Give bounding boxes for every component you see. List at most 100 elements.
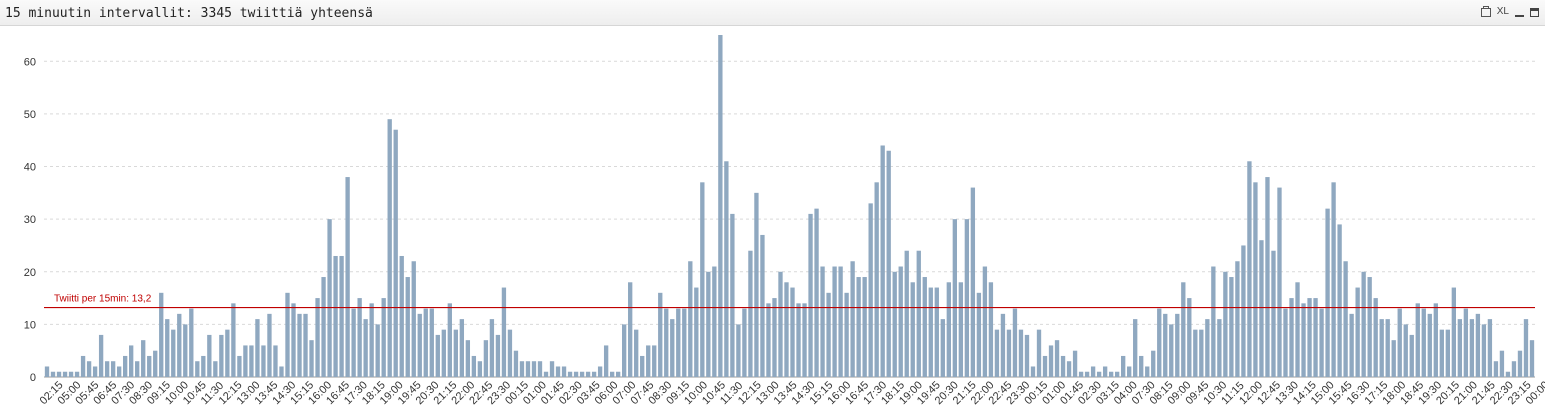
bar[interactable] [1319,308,1324,377]
bar[interactable] [1036,329,1042,377]
bar[interactable] [411,261,416,377]
bar[interactable] [255,319,260,377]
bar[interactable] [748,250,753,377]
bar[interactable] [153,350,158,377]
bar[interactable] [429,308,434,377]
bar[interactable] [928,287,933,377]
bar[interactable] [1463,308,1469,377]
bar[interactable] [1060,355,1066,377]
bar[interactable] [459,319,465,377]
bar[interactable] [682,308,687,377]
bar[interactable] [640,355,645,377]
bar[interactable] [471,355,477,377]
bar[interactable] [958,282,964,377]
bar[interactable] [525,361,531,377]
bar[interactable] [1241,245,1246,377]
bar[interactable] [832,266,837,377]
bar[interactable] [856,277,861,377]
bar[interactable] [1295,282,1300,377]
bar[interactable] [123,355,128,377]
minimize-icon[interactable] [1515,8,1524,17]
bar[interactable] [62,371,68,377]
bar[interactable] [796,303,801,377]
bar[interactable] [1078,371,1084,377]
bar[interactable] [1307,298,1312,377]
bar[interactable] [814,208,819,377]
bar[interactable] [1175,313,1180,377]
bar[interactable] [1427,313,1432,377]
bar[interactable] [1361,271,1366,377]
bar[interactable] [1223,271,1228,377]
bar[interactable] [820,266,825,377]
bar[interactable] [531,361,537,377]
bar[interactable] [351,308,356,377]
bar[interactable] [676,308,681,377]
bar[interactable] [1271,250,1276,377]
bar[interactable] [712,266,717,377]
bar[interactable] [874,182,879,377]
bar[interactable] [44,366,50,377]
bar[interactable] [646,345,651,377]
bar[interactable] [507,329,513,377]
bar[interactable] [213,361,218,377]
bar[interactable] [1181,282,1186,377]
bar[interactable] [1523,319,1529,377]
bar[interactable] [98,334,104,377]
bar[interactable] [694,287,699,377]
bar[interactable] [1409,334,1414,377]
bar[interactable] [730,213,735,377]
bar[interactable] [417,313,422,377]
bar[interactable] [441,329,446,377]
bar[interactable] [1229,277,1234,377]
bar[interactable] [1084,371,1090,377]
bar[interactable] [1499,350,1505,377]
bar[interactable] [1415,303,1420,377]
bar[interactable] [543,371,549,377]
bar[interactable] [1072,350,1078,377]
bar[interactable] [165,319,170,377]
bar[interactable] [573,371,579,377]
bar[interactable] [399,255,404,377]
bar[interactable] [1451,287,1456,377]
bar[interactable] [50,371,56,377]
bar[interactable] [1006,329,1012,377]
bar[interactable] [1487,319,1493,377]
bar[interactable] [892,271,897,377]
bar[interactable] [116,366,122,377]
bar[interactable] [1157,308,1162,377]
bar[interactable] [1018,329,1024,377]
bar[interactable] [1343,261,1348,377]
bar[interactable] [1235,261,1240,377]
bar[interactable] [1145,366,1150,377]
bar[interactable] [1042,355,1048,377]
bar[interactable] [609,371,615,377]
bar[interactable] [147,355,152,377]
bar[interactable] [249,345,254,377]
bar[interactable] [940,319,945,377]
bar[interactable] [1445,329,1450,377]
bar[interactable] [483,340,489,377]
bar[interactable] [363,319,368,377]
bar[interactable] [760,234,765,377]
bar[interactable] [237,355,242,377]
bar[interactable] [405,277,410,377]
bar[interactable] [489,319,495,377]
bar[interactable] [988,282,994,377]
bar[interactable] [453,329,458,377]
bar[interactable] [1325,208,1330,377]
bar[interactable] [495,334,501,377]
bar[interactable] [189,308,194,377]
bar[interactable] [86,361,92,377]
bar[interactable] [357,298,362,377]
bar[interactable] [585,371,591,377]
bar[interactable] [1289,298,1294,377]
bar[interactable] [279,366,284,377]
bar[interactable] [561,366,567,377]
bar[interactable] [519,361,525,377]
bar[interactable] [135,361,140,377]
bar[interactable] [80,355,86,377]
bar[interactable] [1133,319,1138,377]
bar[interactable] [1259,240,1264,377]
bar[interactable] [916,250,921,377]
bar[interactable] [622,324,627,377]
